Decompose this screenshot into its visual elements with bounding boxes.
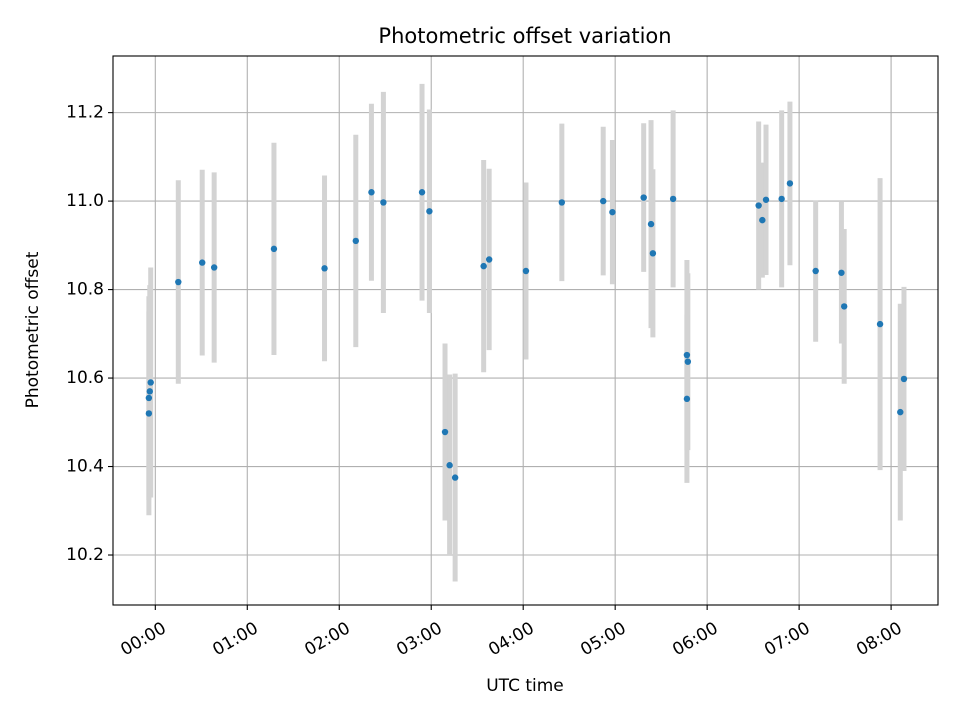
- data-point: [147, 379, 154, 386]
- data-point: [418, 189, 426, 196]
- data-point: [146, 388, 153, 395]
- data-point: [649, 250, 657, 257]
- data-point: [762, 196, 770, 203]
- plot-frame: [112, 55, 939, 606]
- data-point: [900, 375, 908, 383]
- data-point: [199, 259, 206, 266]
- data-point: [321, 265, 328, 272]
- data-point: [812, 267, 819, 275]
- data-point: [145, 410, 153, 417]
- data-point: [838, 269, 845, 276]
- data-point: [175, 278, 182, 286]
- data-point: [451, 474, 459, 481]
- y-tick-label: 11.2: [66, 103, 104, 123]
- data-point: [368, 189, 375, 196]
- data-point: [897, 408, 904, 416]
- data-point: [669, 195, 677, 203]
- data-point: [145, 394, 153, 402]
- data-point: [778, 195, 785, 203]
- chart-title: Photometric offset variation: [378, 24, 671, 48]
- data-point: [485, 256, 493, 263]
- data-point: [759, 216, 766, 224]
- data-point: [426, 208, 433, 215]
- data-point: [558, 199, 566, 206]
- data-point: [380, 199, 387, 206]
- data-point: [786, 180, 794, 187]
- data-point: [210, 264, 218, 271]
- data-point: [441, 428, 449, 436]
- data-point: [522, 267, 530, 275]
- data-point: [683, 351, 691, 359]
- data-point: [600, 197, 607, 205]
- data-point: [755, 202, 762, 209]
- data-points: [145, 180, 908, 481]
- data-point: [352, 237, 360, 245]
- data-point: [647, 220, 655, 228]
- data-point: [446, 462, 453, 469]
- y-tick-label: 10.2: [66, 545, 104, 565]
- data-point: [609, 208, 616, 216]
- y-tick-label: 11.0: [66, 191, 104, 211]
- x-axis-label: UTC time: [486, 676, 564, 696]
- data-point: [876, 320, 884, 328]
- data-point: [684, 358, 692, 365]
- y-tick-label: 10.6: [66, 368, 104, 388]
- data-point: [683, 395, 691, 403]
- y-tick-label: 10.4: [66, 457, 104, 477]
- y-axis-label: Photometric offset: [23, 251, 43, 408]
- y-tick-label: 10.8: [66, 280, 104, 300]
- data-point: [270, 245, 278, 253]
- data-point: [640, 194, 647, 201]
- data-point: [480, 262, 487, 270]
- data-point: [840, 303, 848, 310]
